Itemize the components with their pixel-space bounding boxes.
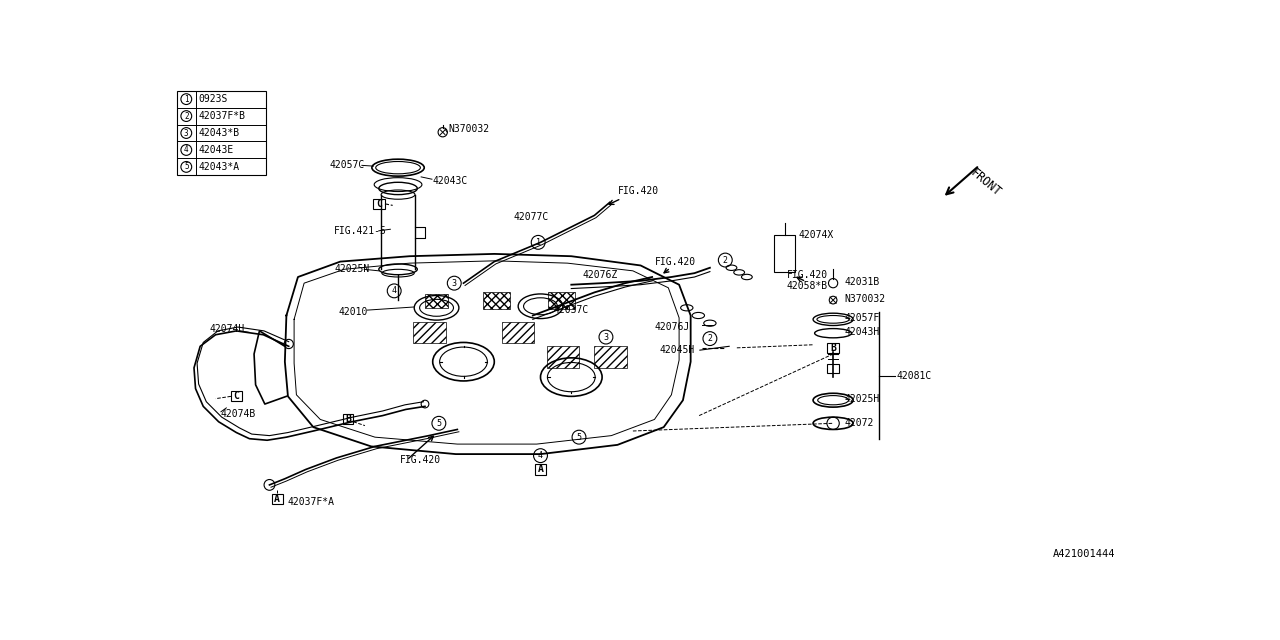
- Text: 42076Z: 42076Z: [582, 271, 618, 280]
- Text: 42074X: 42074X: [799, 230, 833, 239]
- Text: B: B: [346, 415, 351, 424]
- Text: 0923S: 0923S: [198, 94, 228, 104]
- Text: 5: 5: [436, 419, 442, 428]
- Text: 4: 4: [392, 286, 397, 296]
- Bar: [502, 322, 534, 343]
- Bar: [372, 199, 384, 209]
- Text: 42043E: 42043E: [198, 145, 234, 155]
- Bar: [177, 91, 266, 175]
- Text: 42037F*B: 42037F*B: [198, 111, 246, 121]
- Text: FIG.420: FIG.420: [617, 186, 659, 196]
- Text: 5: 5: [576, 433, 581, 442]
- Bar: [483, 292, 509, 309]
- Text: 42081C: 42081C: [896, 371, 932, 381]
- Text: 42072: 42072: [845, 419, 874, 428]
- Text: N370032: N370032: [448, 124, 489, 134]
- Text: 4: 4: [184, 145, 188, 154]
- Text: 3: 3: [603, 333, 608, 342]
- Text: 42043*A: 42043*A: [198, 162, 239, 172]
- Text: FIG.420: FIG.420: [787, 271, 828, 280]
- Bar: [413, 322, 445, 343]
- Text: 42043C: 42043C: [433, 176, 468, 186]
- Text: B: B: [831, 343, 836, 353]
- Text: 42010: 42010: [339, 307, 369, 317]
- Text: 2: 2: [723, 255, 728, 264]
- Text: 42025H: 42025H: [845, 394, 879, 404]
- Text: 42057F: 42057F: [845, 313, 879, 323]
- Bar: [594, 346, 627, 368]
- Text: 5: 5: [184, 163, 188, 172]
- Text: 42074H: 42074H: [210, 324, 244, 334]
- Text: C: C: [376, 199, 381, 209]
- Circle shape: [421, 400, 429, 408]
- Text: 2: 2: [708, 334, 713, 343]
- Text: FIG.421-5: FIG.421-5: [334, 226, 387, 236]
- Text: 3: 3: [452, 278, 457, 287]
- Bar: [827, 364, 840, 373]
- Bar: [535, 465, 545, 474]
- Text: 42057C: 42057C: [329, 161, 365, 170]
- Text: 42037C: 42037C: [553, 305, 589, 315]
- Circle shape: [438, 127, 447, 137]
- Circle shape: [284, 339, 293, 349]
- Bar: [547, 346, 579, 368]
- Text: FIG.420: FIG.420: [654, 257, 695, 267]
- Circle shape: [829, 296, 837, 304]
- Text: 42043*B: 42043*B: [198, 128, 239, 138]
- Text: FRONT: FRONT: [968, 166, 1004, 198]
- Text: 1: 1: [536, 238, 540, 247]
- Bar: [230, 391, 242, 401]
- Text: 42058*B: 42058*B: [787, 281, 828, 291]
- Text: 42043H: 42043H: [845, 328, 879, 337]
- Text: A421001444: A421001444: [1052, 549, 1115, 559]
- Bar: [425, 294, 448, 308]
- Text: 2: 2: [184, 111, 188, 120]
- Bar: [343, 415, 353, 424]
- Text: 42045H: 42045H: [660, 345, 695, 355]
- Text: 42031B: 42031B: [845, 277, 879, 287]
- Bar: [774, 235, 795, 271]
- Text: N370032: N370032: [845, 294, 886, 303]
- Text: 4: 4: [538, 451, 543, 460]
- Text: 1: 1: [184, 95, 188, 104]
- Circle shape: [264, 479, 275, 490]
- Text: 42077C: 42077C: [513, 212, 549, 222]
- Text: 42076J: 42076J: [654, 322, 690, 332]
- Text: A: A: [538, 465, 544, 474]
- Text: 42074B: 42074B: [221, 409, 256, 419]
- Text: C: C: [233, 391, 239, 401]
- Bar: [548, 292, 575, 309]
- Bar: [827, 343, 838, 353]
- Bar: [271, 493, 283, 504]
- Text: FIG.420: FIG.420: [401, 455, 442, 465]
- Text: A: A: [274, 494, 280, 504]
- Text: 3: 3: [184, 129, 188, 138]
- Text: 42037F*A: 42037F*A: [288, 497, 335, 507]
- Text: 42025N: 42025N: [334, 264, 370, 275]
- Circle shape: [828, 278, 837, 288]
